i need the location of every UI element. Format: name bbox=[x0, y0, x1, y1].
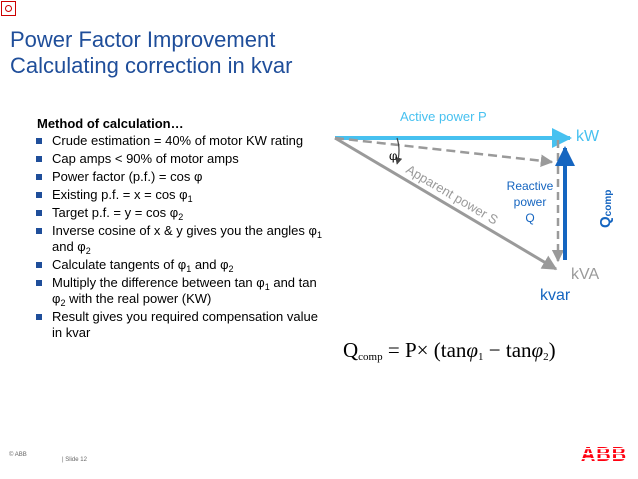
bullet-square-icon bbox=[36, 138, 42, 144]
list-item: Power factor (p.f.) = cos φ bbox=[34, 169, 324, 185]
svg-text:ABB: ABB bbox=[581, 444, 627, 465]
list-item: Calculate tangents of φ1 and φ2 bbox=[34, 257, 324, 274]
picture-placeholder-icon bbox=[1, 1, 16, 16]
bullet-square-icon bbox=[36, 192, 42, 198]
bullet-square-icon bbox=[36, 314, 42, 320]
list-item: Result gives you required compensation v… bbox=[34, 309, 324, 341]
bullet-square-icon bbox=[36, 210, 42, 216]
compensated-apparent-power-arrow bbox=[334, 136, 554, 167]
list-item: Cap amps < 90% of motor amps bbox=[34, 151, 324, 167]
kw-unit-label: kW bbox=[576, 128, 600, 145]
power-triangle-diagram: Active power P Apparent power S φ Reacti… bbox=[334, 109, 614, 304]
copyright-text: © ABB bbox=[9, 452, 27, 458]
list-item: Inverse cosine of x & y gives you the an… bbox=[34, 223, 324, 256]
list-item: Multiply the difference between tan φ1 a… bbox=[34, 275, 324, 308]
bullet-square-icon bbox=[36, 228, 42, 234]
phi-label: φ bbox=[389, 149, 397, 163]
reactive-label-line2: power bbox=[514, 195, 547, 209]
method-heading: Method of calculation… bbox=[37, 116, 184, 131]
list-item: Target p.f. = y = cos φ2 bbox=[34, 205, 324, 222]
bullet-square-icon bbox=[36, 262, 42, 268]
reactive-label-line3: Q bbox=[525, 211, 534, 225]
apparent-power-arrow bbox=[334, 136, 558, 271]
slide-number: | Slide 12 bbox=[62, 457, 87, 463]
slide-title: Power Factor Improvement bbox=[10, 27, 276, 52]
slide-subtitle: Calculating correction in kvar bbox=[10, 53, 293, 78]
list-item: Existing p.f. = x = cos φ1 bbox=[34, 187, 324, 204]
q-comp-label: Qcomp bbox=[597, 190, 614, 228]
apparent-power-label: Apparent power S bbox=[403, 162, 500, 228]
angle-arc-arrow bbox=[395, 137, 403, 165]
kva-unit-label: kVA bbox=[571, 266, 599, 283]
reactive-label-line1: Reactive bbox=[507, 179, 554, 193]
method-list: Crude estimation = 40% of motor KW ratin… bbox=[34, 133, 324, 343]
kvar-unit-label: kvar bbox=[540, 287, 571, 304]
bullet-square-icon bbox=[36, 174, 42, 180]
bullet-square-icon bbox=[36, 156, 42, 162]
list-item: Crude estimation = 40% of motor KW ratin… bbox=[34, 133, 324, 149]
abb-logo: ABB bbox=[579, 444, 629, 465]
bullet-square-icon bbox=[36, 280, 42, 286]
q-comp-formula: Qcomp = P× (tanφ1 − tanφ2) bbox=[343, 338, 556, 363]
active-power-label: Active power P bbox=[400, 109, 487, 124]
